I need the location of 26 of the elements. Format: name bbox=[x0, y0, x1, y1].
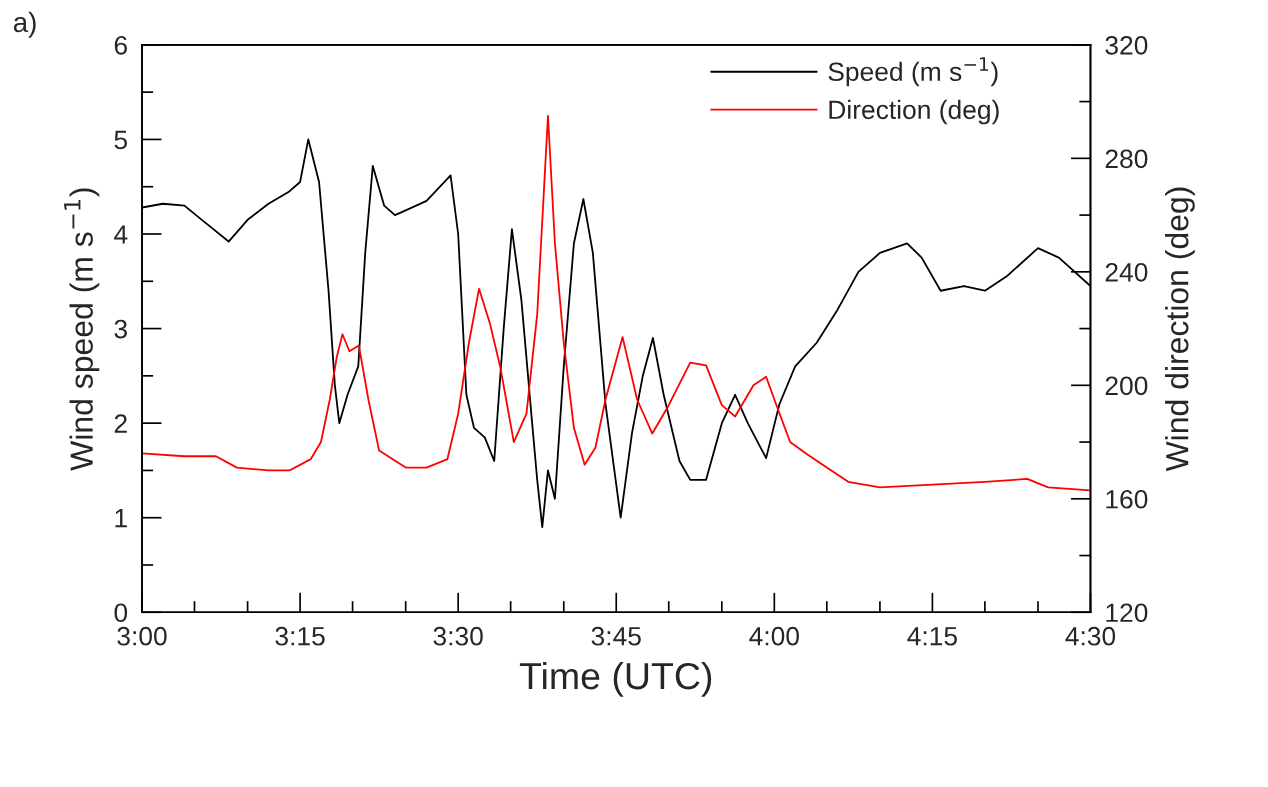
x-axis-title: Time (UTC) bbox=[519, 661, 712, 697]
legend-label: Direction (deg) bbox=[829, 99, 999, 125]
y-tick-label: 5 bbox=[114, 130, 128, 150]
x-tick-label: 3:00 bbox=[117, 626, 167, 646]
y-tick-label: 3 bbox=[114, 319, 127, 339]
y2-axis-title: Wind direction (deg) bbox=[1165, 187, 1195, 472]
y-tick-label: 2 bbox=[114, 414, 127, 433]
y-tick-label: 0 bbox=[114, 603, 128, 623]
x-tick-label: 4:30 bbox=[1065, 626, 1116, 646]
y2-tick-label: 240 bbox=[1105, 262, 1148, 282]
y2-tick-label: 120 bbox=[1106, 603, 1148, 623]
x-tick-label: 4:00 bbox=[749, 626, 799, 646]
x-tick-label: 3:30 bbox=[433, 626, 483, 646]
y2-tick-label: 160 bbox=[1106, 489, 1148, 509]
y-tick-label: 4 bbox=[114, 225, 128, 244]
y2-tick-label: 200 bbox=[1105, 376, 1148, 396]
y-tick-label: 6 bbox=[114, 35, 127, 55]
x-tick-label: 4:15 bbox=[907, 627, 957, 646]
y-axis-title: Wind speed (m s$^{−1}$) bbox=[64, 188, 100, 471]
x-tick-label: 3:15 bbox=[275, 626, 325, 646]
legend-label: Speed (m s$^{−1}$) bbox=[828, 57, 998, 87]
y-tick-label: 1 bbox=[115, 509, 127, 528]
y2-tick-label: 280 bbox=[1105, 149, 1148, 169]
y2-tick-label: 320 bbox=[1105, 35, 1148, 55]
x-tick-label: 3:45 bbox=[591, 626, 641, 646]
text: a) bbox=[13, 11, 36, 38]
